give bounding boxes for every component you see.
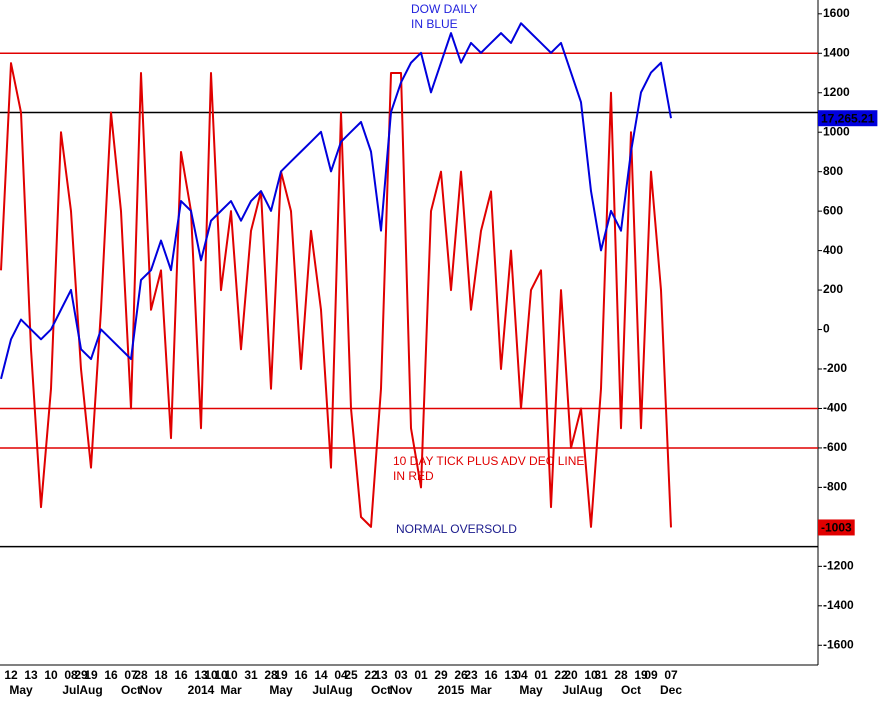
x-day-label: 07 bbox=[664, 668, 678, 682]
x-tick-label: May bbox=[519, 683, 543, 697]
y-tick-label: -600 bbox=[823, 440, 847, 454]
y-tick-label: 400 bbox=[823, 243, 843, 257]
x-tick-label: 2015 bbox=[438, 683, 465, 697]
x-day-label: 31 bbox=[594, 668, 608, 682]
annotation: DOW DAILY bbox=[411, 2, 477, 16]
x-tick-label: 2014 bbox=[188, 683, 215, 697]
value-label-box bbox=[818, 110, 878, 127]
x-day-label: 19 bbox=[274, 668, 288, 682]
x-day-label: 16 bbox=[174, 668, 188, 682]
x-day-label: 13 bbox=[504, 668, 518, 682]
x-day-label: 16 bbox=[484, 668, 498, 682]
x-tick-label: Oct bbox=[371, 683, 391, 697]
y-tick-label: 1200 bbox=[823, 85, 850, 99]
x-day-label: 08 bbox=[64, 668, 78, 682]
x-tick-label: Dec bbox=[660, 683, 682, 697]
x-day-label: 10 bbox=[44, 668, 58, 682]
y-tick-label: -1400 bbox=[823, 598, 854, 612]
x-day-label: 13 bbox=[24, 668, 38, 682]
annotation: IN BLUE bbox=[411, 17, 458, 31]
y-tick-label: 600 bbox=[823, 203, 843, 217]
y-tick-label: -200 bbox=[823, 361, 847, 375]
series-line bbox=[0, 22, 672, 380]
x-day-label: 12 bbox=[4, 668, 18, 682]
x-day-label: 23 bbox=[464, 668, 478, 682]
x-day-label: 10 bbox=[224, 668, 238, 682]
y-tick-label: -1600 bbox=[823, 637, 854, 651]
y-tick-label: -1200 bbox=[823, 559, 854, 573]
annotation: 10 DAY TICK PLUS ADV DEC LINE bbox=[393, 454, 584, 468]
value-label: 17,265.21 bbox=[821, 111, 875, 125]
x-day-label: 18 bbox=[154, 668, 168, 682]
series-line bbox=[0, 62, 672, 528]
y-tick-label: 200 bbox=[823, 282, 843, 296]
x-day-label: 29 bbox=[74, 668, 88, 682]
x-day-label: 20 bbox=[564, 668, 578, 682]
x-tick-label: Aug bbox=[79, 683, 102, 697]
x-day-label: 28 bbox=[134, 668, 148, 682]
x-day-label: 31 bbox=[244, 668, 258, 682]
x-day-label: 13 bbox=[194, 668, 208, 682]
x-day-label: 01 bbox=[534, 668, 548, 682]
x-tick-label: Oct bbox=[121, 683, 141, 697]
x-day-label: 28 bbox=[264, 668, 278, 682]
x-day-label: 03 bbox=[394, 668, 408, 682]
y-tick-label: 1600 bbox=[823, 6, 850, 20]
x-day-label: 13 bbox=[374, 668, 388, 682]
x-day-label: 09 bbox=[644, 668, 658, 682]
x-tick-label: Nov bbox=[140, 683, 163, 697]
x-tick-label: May bbox=[269, 683, 293, 697]
x-day-label: 07 bbox=[124, 668, 138, 682]
x-day-label: 22 bbox=[554, 668, 568, 682]
annotation: IN RED bbox=[393, 469, 434, 483]
x-tick-label: Jul bbox=[562, 683, 579, 697]
x-day-label: 04 bbox=[334, 668, 348, 682]
y-tick-label: 0 bbox=[823, 322, 830, 336]
y-tick-label: 1400 bbox=[823, 45, 850, 59]
x-day-label: 01 bbox=[414, 668, 428, 682]
y-tick-label: 800 bbox=[823, 164, 843, 178]
x-tick-label: Mar bbox=[470, 683, 492, 697]
x-tick-label: Aug bbox=[329, 683, 352, 697]
x-tick-label: Jul bbox=[62, 683, 79, 697]
x-day-label: 16 bbox=[104, 668, 118, 682]
value-label: -1003 bbox=[821, 521, 852, 535]
x-day-label: 19 bbox=[84, 668, 98, 682]
annotation: NORMAL OVERSOLD bbox=[396, 522, 517, 536]
x-tick-label: Mar bbox=[220, 683, 242, 697]
x-day-label: 16 bbox=[294, 668, 308, 682]
x-day-label: 29 bbox=[434, 668, 448, 682]
x-day-label: 04 bbox=[514, 668, 528, 682]
value-label-box bbox=[818, 519, 855, 536]
x-day-label: 10 bbox=[204, 668, 218, 682]
x-day-label: 28 bbox=[614, 668, 628, 682]
x-day-label: 26 bbox=[454, 668, 468, 682]
x-day-label: 25 bbox=[344, 668, 358, 682]
x-day-label: 22 bbox=[364, 668, 378, 682]
y-tick-label: 1000 bbox=[823, 124, 850, 138]
x-day-label: 14 bbox=[314, 668, 328, 682]
x-day-label: 10 bbox=[214, 668, 228, 682]
x-tick-label: Nov bbox=[390, 683, 413, 697]
y-tick-label: -800 bbox=[823, 480, 847, 494]
x-tick-label: May bbox=[9, 683, 33, 697]
x-day-label: 19 bbox=[634, 668, 648, 682]
y-tick-label: -400 bbox=[823, 401, 847, 415]
x-tick-label: Aug bbox=[579, 683, 602, 697]
x-tick-label: Jul bbox=[312, 683, 329, 697]
x-tick-label: Oct bbox=[621, 683, 641, 697]
x-day-label: 10 bbox=[584, 668, 598, 682]
